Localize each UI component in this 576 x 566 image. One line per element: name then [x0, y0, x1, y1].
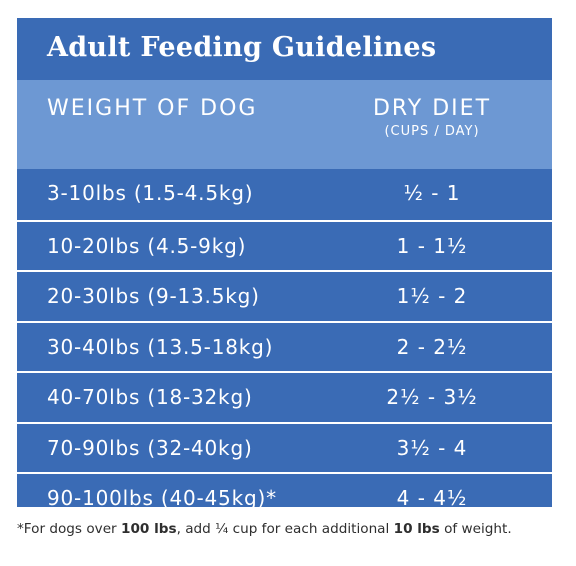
footnote-text: of weight.: [439, 521, 512, 537]
page-title: Adult Feeding Guidelines: [47, 32, 437, 63]
footnote-bold-increment: 10 lbs: [393, 521, 440, 537]
amount-cell: ½ - 1: [403, 181, 461, 205]
weight-column-header: WEIGHT OF DOG: [47, 96, 258, 121]
footnote-text: *For dogs over: [17, 521, 121, 537]
table-row: 10-20lbs (4.5-9kg) 1 - 1½: [17, 219, 552, 271]
table-body: 3-10lbs (1.5-4.5kg) ½ - 1 10-20lbs (4.5-…: [17, 169, 552, 523]
amount-cell: 1 - 1½: [396, 233, 468, 258]
weight-cell: 30-40lbs (13.5-18kg): [47, 334, 274, 359]
table-row: 90-100lbs (40-45kg)* 4 - 4½: [17, 472, 552, 523]
amount-cell: 2½ - 3½: [386, 385, 478, 409]
footnote-bold-weight: 100 lbs: [120, 521, 177, 537]
dry-diet-unit-label: (CUPS / DAY): [384, 124, 480, 139]
table-row: 40-70lbs (18-32kg) 2½ - 3½: [17, 371, 552, 422]
weight-cell: 10-20lbs (4.5-9kg): [47, 233, 247, 258]
dry-diet-column-header: DRY DIET: [372, 96, 492, 121]
weight-cell: 20-30lbs (9-13.5kg): [47, 284, 260, 308]
amount-cell: 1½ - 2: [396, 284, 468, 308]
table-row: 20-30lbs (9-13.5kg) 1½ - 2: [17, 270, 552, 321]
amount-cell: 3½ - 4: [396, 435, 468, 460]
table-row: 70-90lbs (32-40kg) 3½ - 4: [17, 421, 552, 473]
table-row: 30-40lbs (13.5-18kg) 2 - 2½: [17, 320, 552, 372]
weight-cell: 90-100lbs (40-45kg)*: [47, 486, 277, 510]
footnote: *For dogs over 100 lbs, add ¼ cup for ea…: [17, 521, 562, 537]
table-header: WEIGHT OF DOG DRY DIET (CUPS / DAY): [17, 80, 552, 169]
footnote-text: , add ¼ cup for each additional: [176, 521, 394, 537]
weight-cell: 40-70lbs (18-32kg): [47, 385, 253, 409]
weight-cell: 3-10lbs (1.5-4.5kg): [47, 181, 254, 205]
amount-cell: 4 - 4½: [396, 486, 468, 510]
feeding-guidelines-card: Adult Feeding Guidelines WEIGHT OF DOG D…: [17, 18, 552, 510]
amount-cell: 2 - 2½: [396, 334, 468, 359]
weight-cell: 70-90lbs (32-40kg): [47, 435, 253, 460]
table-row: 3-10lbs (1.5-4.5kg) ½ - 1: [17, 169, 552, 220]
